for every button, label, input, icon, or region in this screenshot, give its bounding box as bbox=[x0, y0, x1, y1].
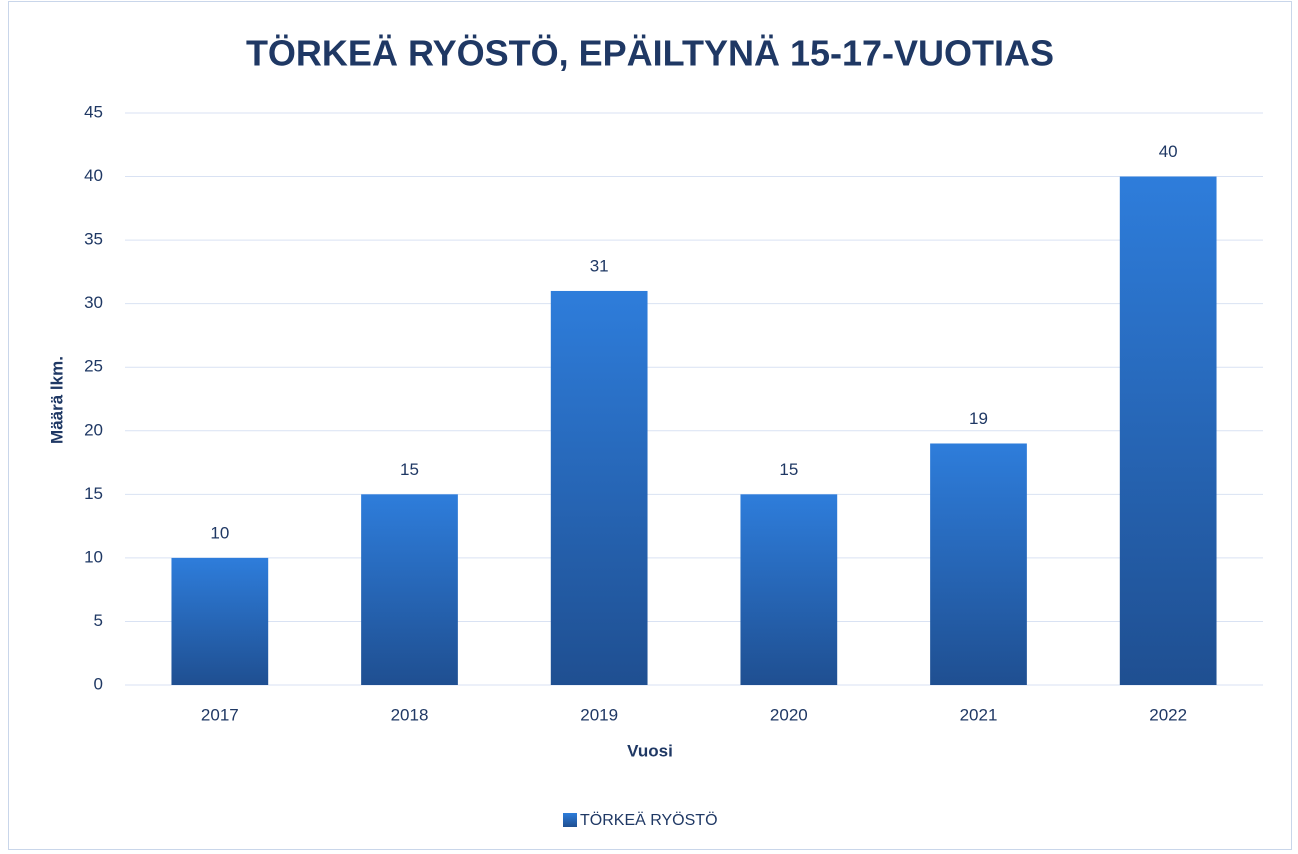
x-tick-label: 2021 bbox=[960, 705, 998, 724]
x-tick-label: 2018 bbox=[391, 705, 429, 724]
x-tick-label: 2020 bbox=[770, 705, 808, 724]
bar bbox=[550, 290, 648, 685]
y-tick-label: 5 bbox=[94, 611, 103, 630]
data-label: 19 bbox=[969, 409, 988, 428]
y-tick-label: 30 bbox=[84, 293, 103, 312]
data-label: 31 bbox=[590, 256, 609, 275]
data-label: 15 bbox=[779, 460, 798, 479]
y-tick-label: 35 bbox=[84, 230, 103, 249]
data-label: 10 bbox=[210, 523, 229, 542]
y-tick-label: 10 bbox=[84, 547, 103, 566]
x-tick-label: 2017 bbox=[201, 705, 239, 724]
bar bbox=[740, 494, 838, 685]
y-tick-label: 45 bbox=[84, 102, 103, 121]
legend-swatch bbox=[563, 813, 577, 827]
x-tick-label: 2019 bbox=[580, 705, 618, 724]
x-tick-label: 2022 bbox=[1149, 705, 1187, 724]
y-tick-label: 15 bbox=[84, 484, 103, 503]
x-axis-label: Vuosi bbox=[627, 741, 673, 760]
legend-label: TÖRKEÄ RYÖSTÖ bbox=[580, 811, 718, 829]
y-axis-label: Määrä lkm. bbox=[47, 356, 66, 444]
chart-frame bbox=[8, 1, 1292, 850]
bar bbox=[1119, 176, 1217, 686]
bar bbox=[930, 443, 1027, 685]
bar bbox=[361, 494, 458, 685]
data-label: 15 bbox=[400, 460, 419, 479]
y-tick-label: 25 bbox=[84, 357, 103, 376]
data-label: 40 bbox=[1159, 142, 1178, 161]
y-tick-label: 0 bbox=[94, 674, 103, 693]
y-tick-label: 20 bbox=[84, 420, 103, 439]
bar bbox=[171, 557, 269, 685]
y-tick-label: 40 bbox=[84, 166, 103, 185]
chart-title: TÖRKEÄ RYÖSTÖ, EPÄILTYNÄ 15-17-VUOTIAS bbox=[246, 33, 1054, 74]
